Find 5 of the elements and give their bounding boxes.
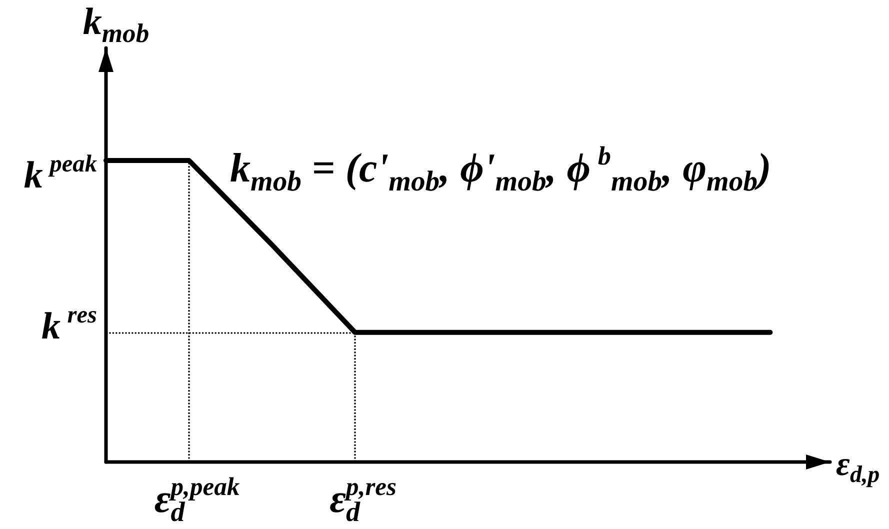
x-axis-title: ε$_{d,p}$ [836, 446, 880, 488]
y-axis-title: k$_{mob}$ [82, 1, 150, 48]
text: k$^{peak}$ [24, 150, 97, 196]
ref-line-label: k$^{res}$ [41, 301, 97, 348]
text: k$_{mob}$ = (c'$_{mob}$, ϕ'$_{mob}$, ϕ$^{b}$$_{mob}$, φ$_{mob}$) [230, 141, 772, 198]
